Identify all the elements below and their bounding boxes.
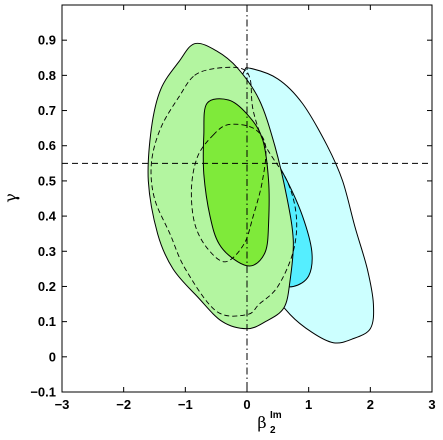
dashed-contours [150, 66, 298, 317]
y-tick-label: 0.8 [38, 68, 56, 83]
x-tick-label: −2 [116, 397, 131, 412]
x-tick-label: 1 [305, 397, 312, 412]
y-tick-label: 0.7 [38, 103, 56, 118]
x-tick-label: 0 [243, 397, 250, 412]
x-tick-label: −1 [178, 397, 193, 412]
x-axis-label-superscript: Im [270, 410, 282, 421]
y-tick-label: −0.1 [30, 385, 56, 400]
y-axis-label: γ [1, 193, 20, 203]
y-tick-label: 0 [49, 349, 56, 364]
y-tick-label: 0.9 [38, 33, 56, 48]
y-tick-label: 0.1 [38, 314, 56, 329]
y-tick-label: 0.3 [38, 244, 56, 259]
reference-lines [62, 5, 432, 392]
x-axis-label-subscript: 2 [270, 425, 276, 436]
green-inner-contour [202, 98, 270, 267]
x-tick-label: 3 [428, 397, 435, 412]
y-tick-label: 0.5 [38, 173, 56, 188]
contour-regions [147, 42, 375, 344]
dashed-outer-contour [150, 66, 298, 317]
x-axis-ticks: −3 −2 −1 0 1 2 3 [55, 5, 436, 412]
dashed-inner-contour [190, 123, 267, 263]
y-axis-ticks: −0.1 0 0.1 0.2 0.3 0.4 0.5 0.6 0.7 0.8 0.9 [30, 33, 432, 400]
y-tick-label: 0.6 [38, 138, 56, 153]
x-tick-label: 2 [367, 397, 374, 412]
x-tick-label: −3 [55, 397, 70, 412]
y-tick-label: 0.4 [38, 209, 57, 224]
x-axis-label-symbol: β [257, 413, 266, 432]
x-axis-label: β [257, 413, 266, 432]
y-tick-label: 0.2 [38, 279, 56, 294]
